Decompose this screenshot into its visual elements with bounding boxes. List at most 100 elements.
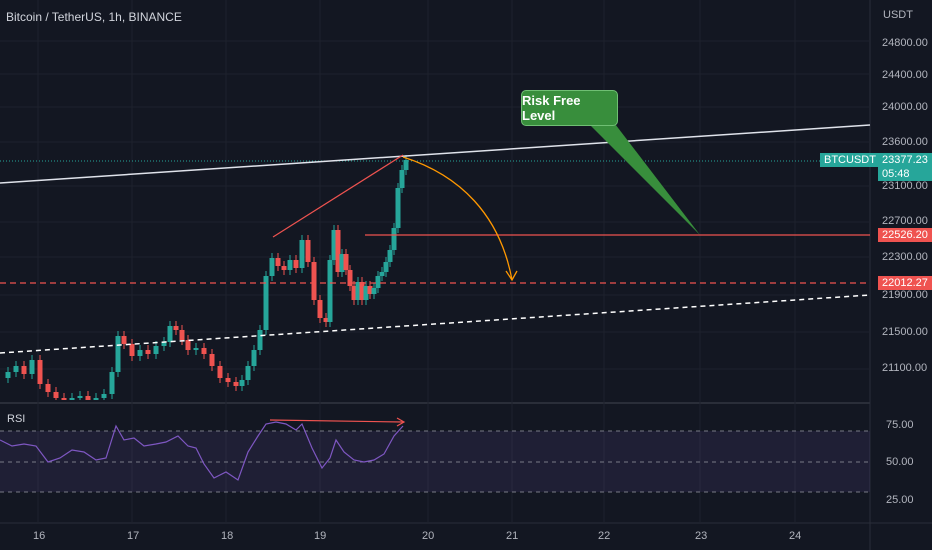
time-tick: 16 xyxy=(33,530,46,542)
projection-curve[interactable] xyxy=(402,156,513,281)
level-22012-badge[interactable]: 22012.27 xyxy=(878,276,932,290)
candle-body xyxy=(375,276,381,288)
countdown-badge[interactable]: 05:48 xyxy=(878,167,932,181)
currency-label[interactable]: USDT xyxy=(883,9,913,21)
time-tick: 23 xyxy=(695,530,708,542)
candle-body xyxy=(351,286,357,300)
candle-body xyxy=(293,260,299,268)
candle-body xyxy=(275,258,281,266)
callout-pointer xyxy=(585,120,700,235)
last-price-badge[interactable]: 23377.23 xyxy=(878,153,932,167)
candle-body xyxy=(399,170,405,188)
symbol-title[interactable]: Bitcoin / TetherUS, 1h, BINANCE xyxy=(6,10,182,24)
price-tick: 22700.00 xyxy=(882,215,928,227)
candle-body xyxy=(101,394,107,398)
candle-body xyxy=(137,350,143,356)
rsi-divergence-arrowhead-icon xyxy=(396,417,406,427)
time-tick: 17 xyxy=(127,530,140,542)
time-tick: 18 xyxy=(221,530,234,542)
candle-body xyxy=(209,354,215,366)
level-22526-badge[interactable]: 22526.20 xyxy=(878,228,932,242)
rsi-tick: 25.00 xyxy=(886,494,914,506)
price-tick: 21100.00 xyxy=(882,362,928,374)
rsi-divergence-line[interactable] xyxy=(269,419,404,423)
candle-body xyxy=(391,228,397,250)
candle-body xyxy=(85,396,91,400)
risk-free-callout[interactable]: Risk Free Level xyxy=(521,90,618,126)
candle-body xyxy=(339,254,345,272)
candle-body xyxy=(245,366,251,380)
price-tick: 24000.00 xyxy=(882,101,928,113)
candle-body xyxy=(363,286,369,300)
rsi-label[interactable]: RSI xyxy=(7,413,26,425)
candle-body xyxy=(69,398,75,400)
candle-body xyxy=(387,250,393,262)
candle-body xyxy=(403,160,409,170)
candle-body xyxy=(153,346,159,354)
rsi-pane[interactable] xyxy=(0,405,870,523)
candle-body xyxy=(233,382,239,386)
candle-body xyxy=(343,254,349,270)
candle-body xyxy=(129,344,135,356)
rsi-line[interactable] xyxy=(0,421,404,481)
candle-body xyxy=(359,282,365,300)
candle-body xyxy=(13,366,19,372)
price-tick: 24800.00 xyxy=(882,37,928,49)
candle-body xyxy=(109,372,115,394)
candle-body xyxy=(355,282,361,300)
candle-body xyxy=(179,330,185,340)
candle-body xyxy=(269,258,275,276)
candle-body xyxy=(29,360,35,374)
candle-body xyxy=(311,262,317,300)
time-tick: 19 xyxy=(314,530,327,542)
grid-lines xyxy=(0,0,870,523)
candle-body xyxy=(167,326,173,342)
candle-body xyxy=(77,396,83,398)
price-tick: 21900.00 xyxy=(882,289,928,301)
candle-body xyxy=(93,398,99,400)
candle-body xyxy=(323,318,329,322)
candle-body xyxy=(317,300,323,318)
candle-body xyxy=(383,262,389,272)
candle-body xyxy=(161,342,167,346)
price-tick: 21500.00 xyxy=(882,326,928,338)
rsi-tick: 50.00 xyxy=(886,456,914,468)
candle-body xyxy=(305,240,311,262)
candle-body xyxy=(331,230,337,260)
candle-body xyxy=(371,288,377,294)
candle-body xyxy=(367,286,373,294)
candle-body xyxy=(37,360,43,384)
price-pane[interactable] xyxy=(0,0,870,400)
price-tick: 24400.00 xyxy=(882,69,928,81)
candle-body xyxy=(327,260,333,322)
candle-body xyxy=(287,260,293,270)
candle-body xyxy=(251,350,257,366)
time-tick: 21 xyxy=(506,530,519,542)
candle-body xyxy=(115,336,121,372)
price-tick: 23100.00 xyxy=(882,180,928,192)
candle-body xyxy=(45,384,51,392)
higher-high-line[interactable] xyxy=(272,154,404,238)
time-tick: 22 xyxy=(598,530,611,542)
price-tick: 23600.00 xyxy=(882,136,928,148)
candle-body xyxy=(185,340,191,350)
candle-body xyxy=(263,276,269,330)
candle-body xyxy=(173,326,179,330)
ticker-badge[interactable]: BTCUSDT xyxy=(820,153,880,167)
rsi-tick: 75.00 xyxy=(886,419,914,431)
candlesticks[interactable] xyxy=(5,155,409,400)
resistance-trendline[interactable] xyxy=(0,124,871,184)
candle-body xyxy=(379,272,385,276)
candle-body xyxy=(395,188,401,228)
candle-body xyxy=(21,366,27,374)
candle-body xyxy=(239,380,245,386)
candle-body xyxy=(281,266,287,270)
candle-body xyxy=(217,366,223,378)
candle-body xyxy=(61,398,67,400)
price-tick: 22300.00 xyxy=(882,251,928,263)
support-trendline[interactable] xyxy=(0,294,871,354)
time-tick: 24 xyxy=(789,530,802,542)
candle-body xyxy=(53,392,59,398)
candle-body xyxy=(347,270,353,286)
